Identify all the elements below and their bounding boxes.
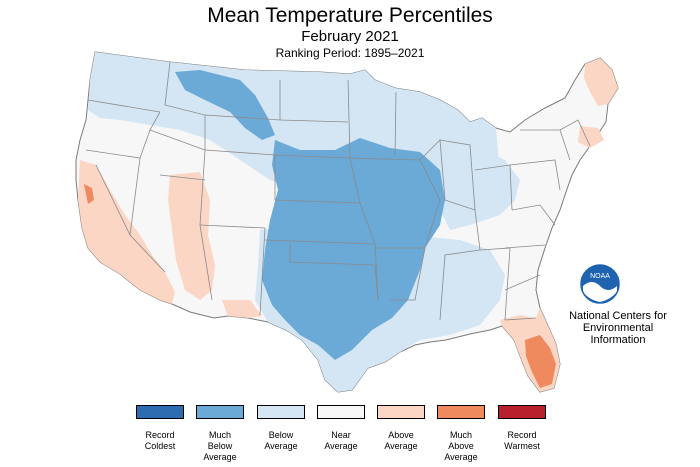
state-borders (85, 61, 591, 321)
us-temperature-map (75, 51, 619, 393)
legend-label-above: Above Average (384, 430, 418, 451)
legend-label-record-warmest: Record Warmest (504, 430, 540, 451)
legend-swatch-much-above (437, 405, 485, 419)
map-title: Mean Temperature Percentiles (207, 4, 493, 27)
legend-swatch-record-coldest (136, 405, 184, 419)
region-above-southwest (78, 160, 175, 304)
legend-swatch-near (317, 405, 365, 419)
org-line-3: Information (590, 334, 646, 346)
ranking-period: Ranking Period: 1895–2021 (275, 46, 425, 60)
region-above-sne (578, 126, 604, 148)
legend-swatch-above (377, 405, 425, 419)
region-above-interior (168, 172, 215, 300)
legend-label-much-below: Much Below Average (203, 430, 237, 462)
noaa-logo-icon: NOAA (580, 264, 620, 304)
region-above-newmexico (222, 300, 262, 318)
legend-swatch-below (257, 405, 305, 419)
region-above-northeast (584, 58, 618, 106)
region-below-lakes (440, 140, 520, 230)
legend-label-near: Near Average (324, 430, 358, 451)
region-much-above-california (84, 184, 94, 204)
map-subtitle: February 2021 (301, 28, 399, 45)
legend-label-much-above: Much Above Average (444, 430, 478, 462)
org-line-2: Environmental (582, 322, 654, 334)
region-much-above-florida (525, 335, 556, 388)
legend-label-record-coldest: Record Coldest (144, 430, 176, 451)
region-much-below-plains (262, 138, 445, 360)
organization-name: National Centers for Environmental Infor… (563, 310, 673, 346)
noaa-logo-text: NOAA (590, 273, 610, 280)
legend-swatch-much-below (196, 405, 244, 419)
org-line-1: National Centers for (569, 310, 667, 322)
legend-swatch-record-warmest (498, 405, 546, 419)
region-much-below-rockies (175, 70, 275, 140)
legend-label-below: Below Average (264, 430, 298, 451)
